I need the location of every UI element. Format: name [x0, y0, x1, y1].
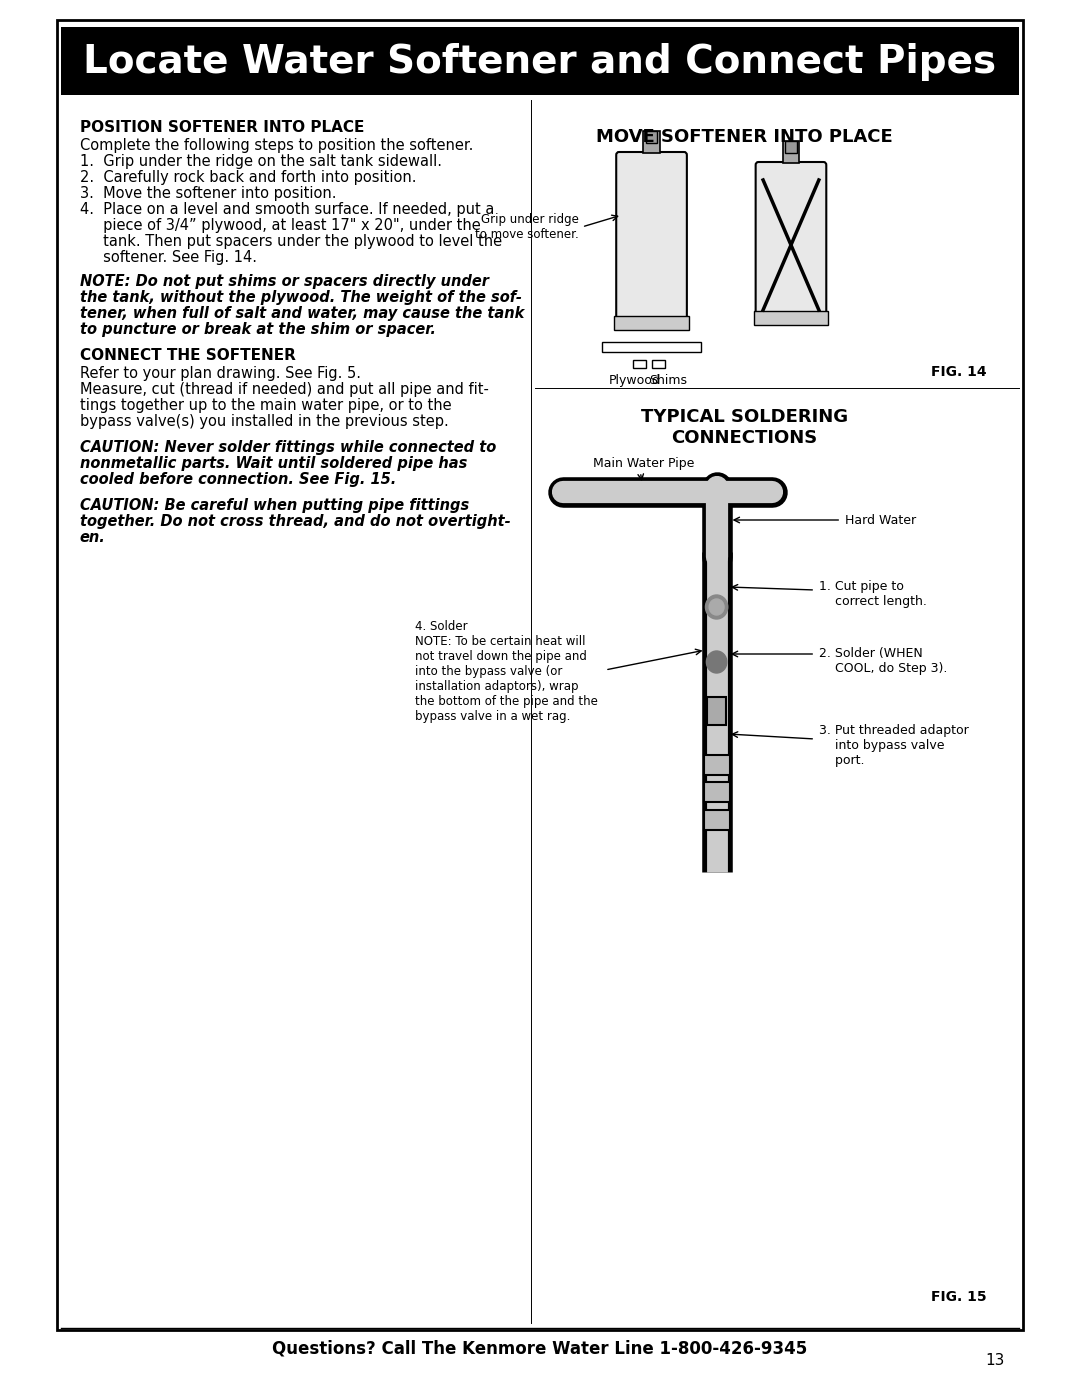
Text: Refer to your plan drawing. See Fig. 5.: Refer to your plan drawing. See Fig. 5.: [80, 366, 361, 381]
Bar: [603, 342, 701, 352]
Bar: [646, 131, 657, 142]
Text: CAUTION: Never solder fittings while connected to: CAUTION: Never solder fittings while con…: [80, 440, 496, 455]
Text: FIG. 15: FIG. 15: [931, 1289, 986, 1303]
Text: Locate Water Softener and Connect Pipes: Locate Water Softener and Connect Pipes: [83, 43, 997, 81]
Text: 4. Solder
NOTE: To be certain heat will
not travel down the pipe and
into the by: 4. Solder NOTE: To be certain heat will …: [415, 620, 597, 724]
Text: Complete the following steps to position the softener.: Complete the following steps to position…: [80, 138, 473, 154]
Text: together. Do not cross thread, and do not overtight-: together. Do not cross thread, and do no…: [80, 514, 511, 529]
Bar: [703, 782, 730, 802]
Circle shape: [706, 651, 727, 673]
Text: FIG. 14: FIG. 14: [931, 365, 986, 379]
Text: 1. Cut pipe to
    correct length.: 1. Cut pipe to correct length.: [819, 580, 927, 608]
Circle shape: [705, 595, 728, 619]
Text: 13: 13: [985, 1354, 1004, 1368]
Text: cooled before connection. See Fig. 15.: cooled before connection. See Fig. 15.: [80, 472, 396, 488]
Text: tank. Then put spacers under the plywood to level the: tank. Then put spacers under the plywood…: [80, 235, 502, 249]
Text: the tank, without the plywood. The weight of the sof-: the tank, without the plywood. The weigh…: [80, 291, 522, 305]
Text: 1.  Grip under the ridge on the salt tank sidewall.: 1. Grip under the ridge on the salt tank…: [80, 154, 442, 169]
Bar: [615, 316, 689, 330]
Text: 3.  Move the softener into position.: 3. Move the softener into position.: [80, 186, 336, 201]
Text: Shims: Shims: [649, 374, 687, 387]
Text: Questions? Call The Kenmore Water Line 1-800-426-9345: Questions? Call The Kenmore Water Line 1…: [272, 1338, 808, 1356]
Bar: [783, 141, 799, 163]
Text: bypass valve(s) you installed in the previous step.: bypass valve(s) you installed in the pre…: [80, 414, 448, 429]
Text: TYPICAL SOLDERING
CONNECTIONS: TYPICAL SOLDERING CONNECTIONS: [640, 408, 848, 447]
Bar: [703, 810, 730, 830]
Text: MOVE SOFTENER INTO PLACE: MOVE SOFTENER INTO PLACE: [596, 129, 893, 147]
Text: NOTE: Do not put shims or spacers directly under: NOTE: Do not put shims or spacers direct…: [80, 274, 489, 289]
Text: Grip under ridge
to move softener.: Grip under ridge to move softener.: [475, 212, 579, 242]
FancyBboxPatch shape: [756, 162, 826, 319]
Text: POSITION SOFTENER INTO PLACE: POSITION SOFTENER INTO PLACE: [80, 120, 364, 136]
Text: 2.  Carefully rock back and forth into position.: 2. Carefully rock back and forth into po…: [80, 170, 417, 184]
Text: tener, when full of salt and water, may cause the tank: tener, when full of salt and water, may …: [80, 306, 524, 321]
Bar: [754, 312, 828, 326]
Bar: [707, 697, 726, 725]
Text: Plywood: Plywood: [609, 374, 661, 387]
Text: 4.  Place on a level and smooth surface. If needed, put a: 4. Place on a level and smooth surface. …: [80, 203, 495, 217]
Text: CAUTION: Be careful when putting pipe fittings: CAUTION: Be careful when putting pipe fi…: [80, 497, 469, 513]
Text: softener. See Fig. 14.: softener. See Fig. 14.: [80, 250, 257, 265]
Text: tings together up to the main water pipe, or to the: tings together up to the main water pipe…: [80, 398, 451, 414]
Text: Hard Water: Hard Water: [845, 514, 916, 527]
Text: Measure, cut (thread if needed) and put all pipe and fit-: Measure, cut (thread if needed) and put …: [80, 381, 489, 397]
Text: 2. Solder (WHEN
    COOL, do Step 3).: 2. Solder (WHEN COOL, do Step 3).: [819, 647, 947, 675]
Bar: [633, 360, 646, 367]
Bar: [644, 131, 660, 154]
FancyBboxPatch shape: [617, 152, 687, 323]
Text: Main Water Pipe: Main Water Pipe: [593, 457, 694, 469]
Bar: [785, 141, 797, 154]
Text: nonmetallic parts. Wait until soldered pipe has: nonmetallic parts. Wait until soldered p…: [80, 455, 468, 471]
Text: piece of 3/4” plywood, at least 17" x 20", under the: piece of 3/4” plywood, at least 17" x 20…: [80, 218, 481, 233]
Text: 3. Put threaded adaptor
    into bypass valve
    port.: 3. Put threaded adaptor into bypass valv…: [819, 724, 969, 767]
Text: to puncture or break at the shim or spacer.: to puncture or break at the shim or spac…: [80, 321, 435, 337]
Circle shape: [710, 599, 724, 615]
Text: CONNECT THE SOFTENER: CONNECT THE SOFTENER: [80, 348, 296, 363]
Text: en.: en.: [80, 529, 106, 545]
Bar: [651, 360, 664, 367]
Bar: [62, 27, 1018, 95]
Bar: [703, 754, 730, 775]
